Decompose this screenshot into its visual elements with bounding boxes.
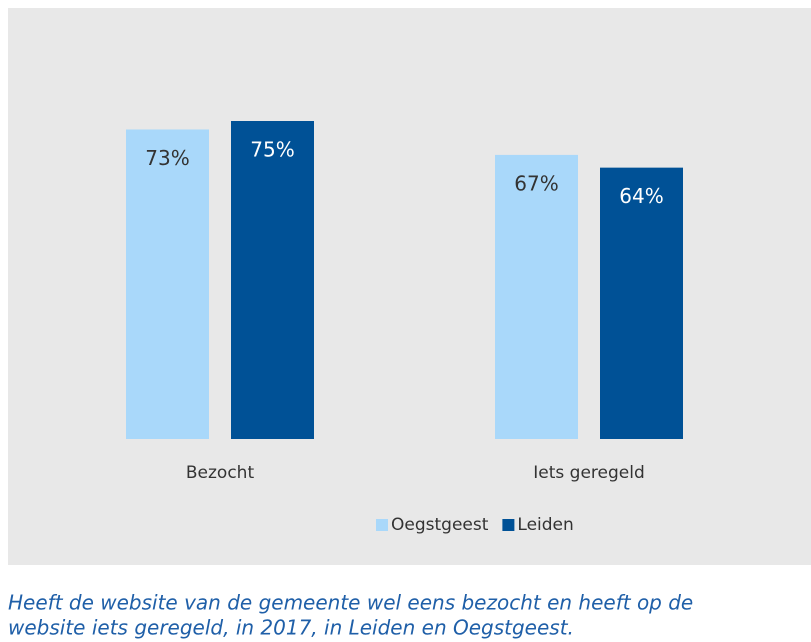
value-label: 64%: [619, 184, 663, 208]
bar: [600, 167, 683, 439]
legend-label: Leiden: [517, 515, 573, 535]
bar: [495, 154, 578, 440]
bar: [231, 121, 314, 439]
x-tick-label: Bezocht: [186, 463, 255, 483]
legend-swatch: [376, 519, 388, 531]
legend-swatch: [502, 519, 515, 531]
value-label: 75%: [250, 138, 294, 162]
x-tick-label: Iets geregeld: [533, 463, 645, 483]
bar: [126, 129, 209, 440]
value-label: 73%: [145, 146, 189, 170]
caption-line: Heeft de website van de gemeente wel een…: [8, 591, 693, 615]
caption-line: website iets geregeld, in 2017, in Leide…: [8, 616, 574, 640]
value-label: 67%: [514, 171, 558, 195]
legend-label: Oegstgeest: [391, 515, 489, 535]
